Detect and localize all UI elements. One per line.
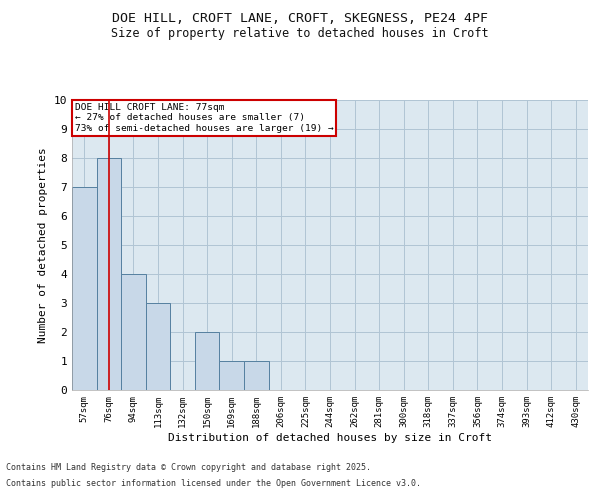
Text: Contains HM Land Registry data © Crown copyright and database right 2025.: Contains HM Land Registry data © Crown c… (6, 464, 371, 472)
Y-axis label: Number of detached properties: Number of detached properties (38, 147, 48, 343)
Text: DOE HILL CROFT LANE: 77sqm
← 27% of detached houses are smaller (7)
73% of semi-: DOE HILL CROFT LANE: 77sqm ← 27% of deta… (74, 103, 334, 132)
Bar (195, 332, 220, 390)
Text: Size of property relative to detached houses in Croft: Size of property relative to detached ho… (111, 28, 489, 40)
Bar (146, 303, 170, 390)
Bar (121, 274, 146, 390)
Bar (244, 361, 269, 390)
Bar (97, 158, 121, 390)
Text: Contains public sector information licensed under the Open Government Licence v3: Contains public sector information licen… (6, 478, 421, 488)
Text: DOE HILL, CROFT LANE, CROFT, SKEGNESS, PE24 4PF: DOE HILL, CROFT LANE, CROFT, SKEGNESS, P… (112, 12, 488, 26)
Bar (220, 361, 244, 390)
X-axis label: Distribution of detached houses by size in Croft: Distribution of detached houses by size … (168, 432, 492, 442)
Bar (72, 187, 97, 390)
